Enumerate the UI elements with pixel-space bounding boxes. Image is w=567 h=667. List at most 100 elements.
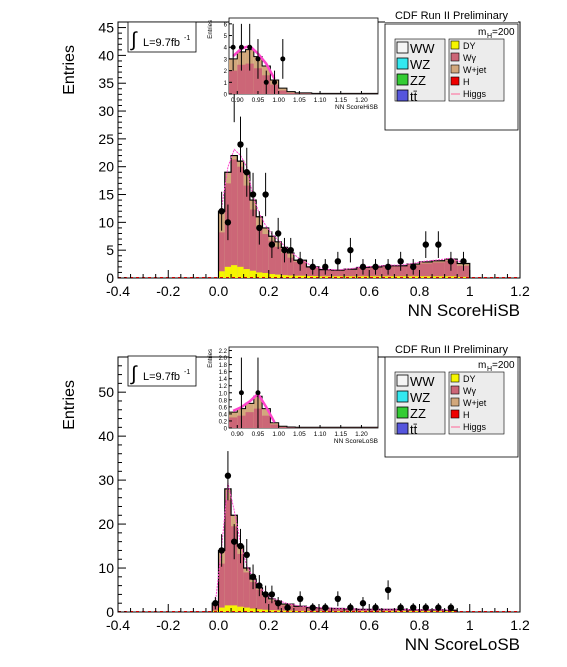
legend-swatch (396, 406, 409, 419)
lumi-superscript: -1 (184, 369, 190, 376)
y-axis-label: Entries (61, 45, 78, 95)
inset-data-point (272, 79, 278, 85)
bar-dy (275, 274, 282, 278)
inset-y-tick-label: 2.2 (219, 349, 228, 355)
legend-swatch (396, 89, 409, 102)
legend-label: WW (410, 374, 435, 389)
inset-data-point (238, 44, 244, 50)
bar-dy (275, 610, 282, 612)
bar-wgamma (262, 234, 269, 273)
y-tick-label: 45 (98, 20, 114, 36)
y-tick-label: 25 (98, 131, 114, 147)
inset-bar-wgamma (229, 417, 238, 428)
inset-bar-wgamma (278, 426, 287, 428)
data-point (249, 191, 257, 198)
data-point (460, 258, 467, 265)
bar-dy (262, 272, 269, 278)
x-tick-label: 0.6 (360, 617, 380, 633)
data-point (237, 542, 244, 550)
x-tick-label: 1.2 (510, 283, 530, 299)
legend-label: H (463, 77, 470, 87)
data-point (322, 604, 329, 611)
legend-swatch (396, 57, 409, 70)
data-point (397, 604, 404, 611)
bar-dy (268, 610, 276, 612)
legend-label: W+jet (463, 65, 487, 75)
x-tick-label: 0.4 (309, 283, 329, 299)
legend-label: W+jet (463, 398, 487, 408)
bar-dy (457, 276, 470, 278)
data-point (435, 241, 442, 248)
legend-label: ZZ (410, 73, 426, 88)
x-tick-label: 0.0 (209, 617, 229, 633)
inset-bar-wgamma (303, 93, 312, 94)
data-point (422, 604, 429, 611)
bar-dy (356, 611, 370, 612)
inset-x-tick-label: 0.95 (252, 431, 265, 438)
data-point (334, 595, 342, 603)
inset-x-tick-label: 1.00 (272, 97, 285, 104)
inset-y-axis-label: Entries (208, 20, 214, 39)
y-tick-label: 5 (106, 242, 114, 258)
inset-data-point (230, 44, 236, 50)
bar-wgamma (457, 265, 470, 277)
legend-swatch (450, 409, 460, 419)
y-tick-label: 10 (98, 560, 114, 576)
data-point (447, 258, 455, 265)
y-tick-label: 15 (98, 187, 114, 203)
inset-bar-wgamma (286, 427, 296, 428)
bar-dy (224, 266, 232, 278)
bar-wgamma (344, 269, 357, 277)
data-point (224, 219, 232, 226)
inset-y-tick-label: 0.8 (219, 398, 228, 404)
bar-wgamma (249, 209, 257, 271)
inset-bar-wgamma (286, 92, 296, 94)
mass-subscript: H (487, 366, 492, 373)
stack-outline (217, 154, 471, 278)
bar-dy (218, 607, 225, 612)
bar-dy (319, 276, 332, 278)
experiment-label: CDF Run II Preliminary (395, 10, 509, 22)
bar-wgamma (381, 609, 395, 612)
x-tick-label: 1.2 (510, 617, 530, 633)
data-point (262, 591, 269, 598)
y-tick-label: 40 (98, 47, 114, 63)
legend-label: Wγ (463, 386, 476, 396)
inset-x-tick-label: 0.90 (231, 431, 244, 438)
bar-dy (231, 605, 238, 612)
bar-dy (256, 272, 263, 278)
bar-dy (243, 269, 250, 278)
chart-panel-2: -0.4 -0.2 0.0 0.2 0.4 0.6 0.8 1 1.201020304050NN… (61, 342, 530, 654)
inset-bar-wgamma (253, 68, 263, 94)
legend-swatch (450, 385, 460, 395)
data-point (372, 604, 379, 611)
data-point (359, 600, 367, 607)
bar-wgamma (331, 270, 345, 277)
y-tick-label: 10 (98, 214, 114, 230)
experiment-box (385, 8, 518, 22)
bar-dy (249, 608, 257, 612)
inset-bar-wgamma (262, 415, 271, 428)
bar-wgamma (224, 499, 232, 606)
x-tick-label: 1 (466, 617, 474, 633)
inset-higgs-curve (232, 44, 276, 80)
data-point (237, 141, 244, 148)
inset-y-axis-label: Entries (208, 349, 214, 368)
inset-y-tick-label: 1.2 (219, 384, 228, 390)
bar-wgamma (243, 572, 250, 608)
bar-dy (331, 276, 345, 278)
data-point (218, 208, 225, 215)
legend-swatch (450, 76, 460, 86)
inset-x-tick-label: 1.10 (314, 431, 327, 438)
inset-y-tick-label: 3 (224, 57, 228, 63)
chart-panel-1: -0.4 -0.2 0.0 0.2 0.4 0.6 0.8 1 1.20510152025303… (61, 8, 530, 320)
bar-dy (231, 265, 238, 278)
bar-wgamma (218, 232, 225, 272)
inset-bar-wgamma (270, 424, 279, 428)
data-point (422, 241, 429, 248)
inset-y-tick-label: 0.6 (219, 405, 228, 411)
bar-wgamma (275, 246, 282, 275)
bar-dy (293, 275, 307, 278)
inset-data-point (255, 390, 261, 396)
